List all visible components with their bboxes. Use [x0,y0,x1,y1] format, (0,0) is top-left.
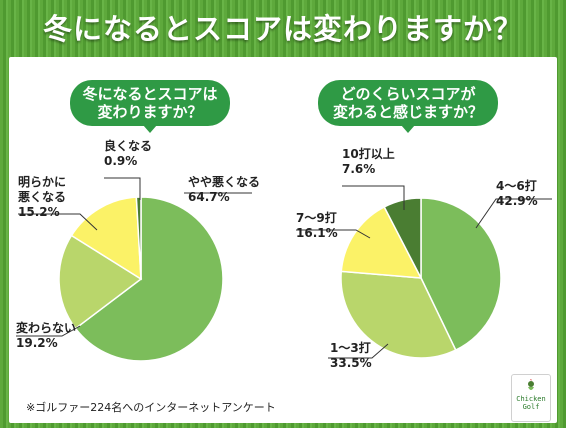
chart-1-category-3: 明らかに [18,175,66,189]
logo-text-2: Golf [522,403,540,411]
chart-2-category-1: 4〜6打 [496,178,537,193]
chart-2-slice-4 [383,197,422,279]
chart-2-category-3: 7〜9打 [296,210,337,225]
chart-1-category-3: 悪くなる [18,190,66,204]
chart-1-value-3: 15.2% [18,205,60,219]
chart-2-leader-4 [342,185,405,210]
chart-2-slice-1 [420,197,502,352]
chart-1-category-1: やや悪くなる [188,175,260,189]
chart-2-leader-3 [296,229,371,239]
chart-2-label-1: 4〜6打 42.9% [496,178,538,208]
chart-2-label-4: 10打以上 7.6% [342,146,395,176]
chart-2-leader-1 [475,198,552,229]
chart-2-category-2: 1〜3打 [330,340,371,355]
chart-1-leader-3 [18,213,98,231]
chart-2-category-4: 10打以上 [342,146,395,161]
logo: Chicken Golf [511,374,551,422]
chart-1-leader-2 [16,325,81,337]
chart-2-label-2: 1〜3打 33.5% [330,340,372,370]
chart-1-label-4: 良くなる 0.9% [104,138,152,168]
chart-2-value-2: 33.5% [330,356,372,370]
chart-2-value-3: 16.1% [296,226,338,240]
chart-1-title-line-1: 冬になるとスコアは [82,85,218,103]
chart-1-label-2: 変わらない 19.2% [16,320,76,350]
chart-1-label-1: やや悪くなる 64.7% [188,175,260,204]
footnote: ※ゴルファー224名へのインターネットアンケート [26,401,276,414]
chart-1-title-line-2: 変わりますか？ [97,103,203,121]
chart-2-slice-2 [340,270,457,359]
chart-1-leader-4 [104,177,141,200]
chart-1-slice-2 [58,234,143,330]
chart-1-label-3: 明らかに悪くなる 15.2% [18,175,66,219]
chart-2-title-line-1: どのくらいスコアが [340,85,476,103]
chart-2-leader-2 [328,343,389,359]
chart-1-value-1: 64.7% [188,190,230,204]
chart-1-value-4: 0.9% [104,154,137,168]
chart-2-value-1: 42.9% [496,194,538,208]
chart-2-slice-3 [340,205,423,279]
chicken-icon [528,379,534,390]
chart-1-title: 冬になるとスコアは 変わりますか？ [70,80,230,133]
page-title: 冬になるとスコアは変わりますか？ [42,12,523,46]
chart-1-slice-3 [70,196,142,281]
chart-1-category-2: 変わらない [16,320,76,335]
chart-1-value-2: 19.2% [16,336,58,350]
chart-1-category-4: 良くなる [104,138,152,153]
chart-1-slice-1 [74,196,224,362]
chart-2-label-3: 7〜9打 16.1% [296,210,338,240]
logo-text-1: Chicken [516,395,546,403]
chart-1-slice-4 [135,196,142,280]
chart-2-title: どのくらいスコアが 変わると感じますか？ [318,80,498,133]
chart-2-value-4: 7.6% [342,162,375,176]
chart-2-title-line-2: 変わると感じますか？ [332,103,483,121]
